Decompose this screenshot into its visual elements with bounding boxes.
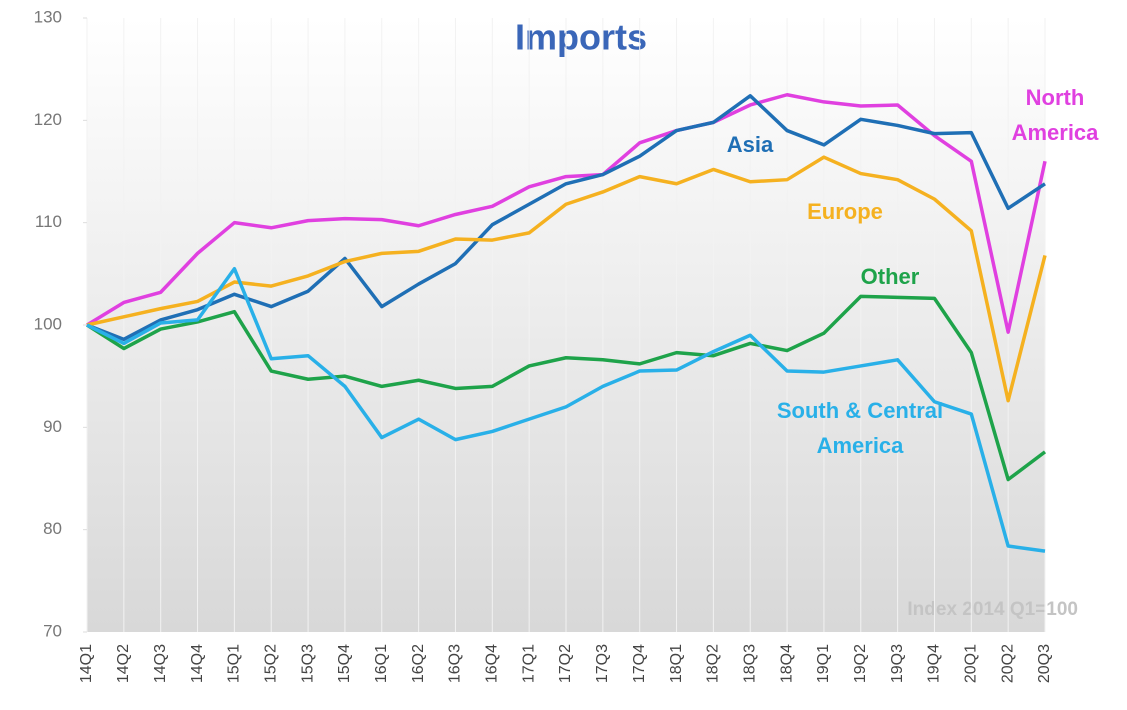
x-tick-label: 20Q3 [1036,644,1053,683]
x-tick-label: 14Q3 [152,644,169,683]
x-tick-label: 14Q2 [115,644,132,683]
x-tick-label: 18Q1 [668,644,685,683]
chart-title: Imports [515,17,647,58]
series-label: Other [860,264,920,289]
x-tick-label: 17Q3 [594,644,611,683]
y-tick-label: 90 [43,417,62,436]
x-tick-label: 16Q4 [484,644,501,683]
x-tick-label: 17Q1 [520,644,537,683]
y-tick-label: 80 [43,519,62,538]
x-tick-label: 20Q2 [999,644,1016,683]
series-label: Europe [807,199,883,224]
x-tick-label: 15Q2 [262,644,279,683]
x-tick-label: 18Q4 [778,644,795,683]
series-label: South & Central America [776,398,944,458]
x-tick-label: 19Q1 [815,644,832,683]
y-tick-label: 110 [35,212,62,231]
series-line [86,294,1047,482]
x-tick-label: 18Q3 [741,644,758,683]
y-tick-label: 100 [34,314,62,333]
x-tick-label: 19Q2 [852,644,869,683]
note: Index 2014 Q1=100 [907,599,1078,620]
x-tick-label: 19Q3 [889,644,906,683]
y-tick-label: 120 [34,110,62,129]
x-tick-label: 16Q3 [447,644,464,683]
x-tick-label: 14Q1 [78,644,95,683]
x-tick-label: 14Q4 [189,644,206,683]
x-tick-label: 15Q1 [226,644,243,683]
x-tick-label: 15Q4 [336,644,353,683]
series-line [86,155,1047,403]
x-tick-label: 18Q2 [705,644,722,683]
series-label: Asia [726,132,774,157]
x-tick-label: 16Q2 [410,644,427,683]
x-tick-label: 17Q4 [631,644,648,683]
x-tick-label: 19Q4 [926,644,943,683]
x-tick-label: 15Q3 [299,644,316,683]
y-tick-label: 130 [34,7,62,26]
series-label: North America [1011,85,1099,145]
x-tick-label: 17Q2 [557,644,574,683]
series-line [86,266,1046,553]
series-line [86,93,1047,334]
y-tick-label: 70 [43,621,62,640]
x-tick-label: 20Q1 [963,644,980,683]
x-tick-label: 16Q1 [373,644,390,683]
